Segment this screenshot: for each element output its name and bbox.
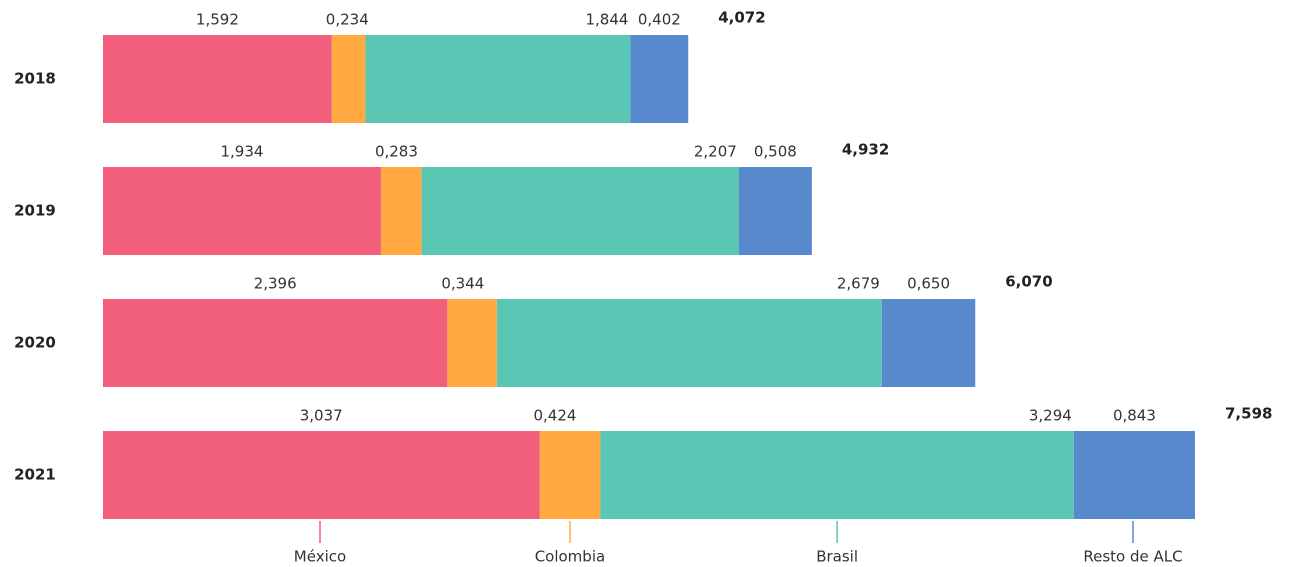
value-label: 0,424 — [533, 407, 576, 425]
legend-label: Resto de ALC — [1083, 548, 1182, 566]
bar-segment — [630, 35, 689, 123]
bar-segment — [738, 167, 812, 255]
bar-segment — [103, 167, 381, 255]
value-label: 0,650 — [907, 275, 950, 293]
value-label: 2,679 — [837, 275, 880, 293]
value-label: 0,843 — [1113, 407, 1156, 425]
bar-segment — [380, 167, 422, 255]
value-label: 1,934 — [221, 143, 264, 161]
value-label: 3,037 — [300, 407, 343, 425]
bar-segment — [539, 431, 601, 519]
total-label: 4,932 — [842, 141, 889, 159]
year-label: 2020 — [14, 334, 56, 352]
bar-segment — [881, 299, 976, 387]
bar-segment — [447, 299, 497, 387]
total-label: 7,598 — [1225, 405, 1272, 423]
bar-segment — [600, 431, 1074, 519]
value-label: 0,344 — [441, 275, 484, 293]
legend-label: México — [294, 548, 346, 566]
value-label: 2,207 — [694, 143, 737, 161]
year-label: 2018 — [14, 70, 56, 88]
bar-segment — [331, 35, 366, 123]
year-label: 2021 — [14, 466, 56, 484]
bar-segment — [365, 35, 631, 123]
value-label: 3,294 — [1029, 407, 1072, 425]
value-label: 2,396 — [254, 275, 297, 293]
bar-segment — [103, 35, 332, 123]
value-label: 0,508 — [754, 143, 797, 161]
value-label: 1,592 — [196, 11, 239, 29]
total-label: 4,072 — [718, 9, 765, 27]
bar-segment — [496, 299, 882, 387]
year-label: 2019 — [14, 202, 56, 220]
bar-segment — [103, 299, 448, 387]
legend-label: Colombia — [535, 548, 606, 566]
bar-segment — [421, 167, 739, 255]
legend-label: Brasil — [816, 548, 858, 566]
total-label: 6,070 — [1005, 273, 1052, 291]
value-label: 0,234 — [326, 11, 369, 29]
bar-segment — [103, 431, 540, 519]
value-label: 1,844 — [586, 11, 629, 29]
value-label: 0,283 — [375, 143, 418, 161]
value-label: 0,402 — [638, 11, 681, 29]
bar-segment — [1073, 431, 1195, 519]
